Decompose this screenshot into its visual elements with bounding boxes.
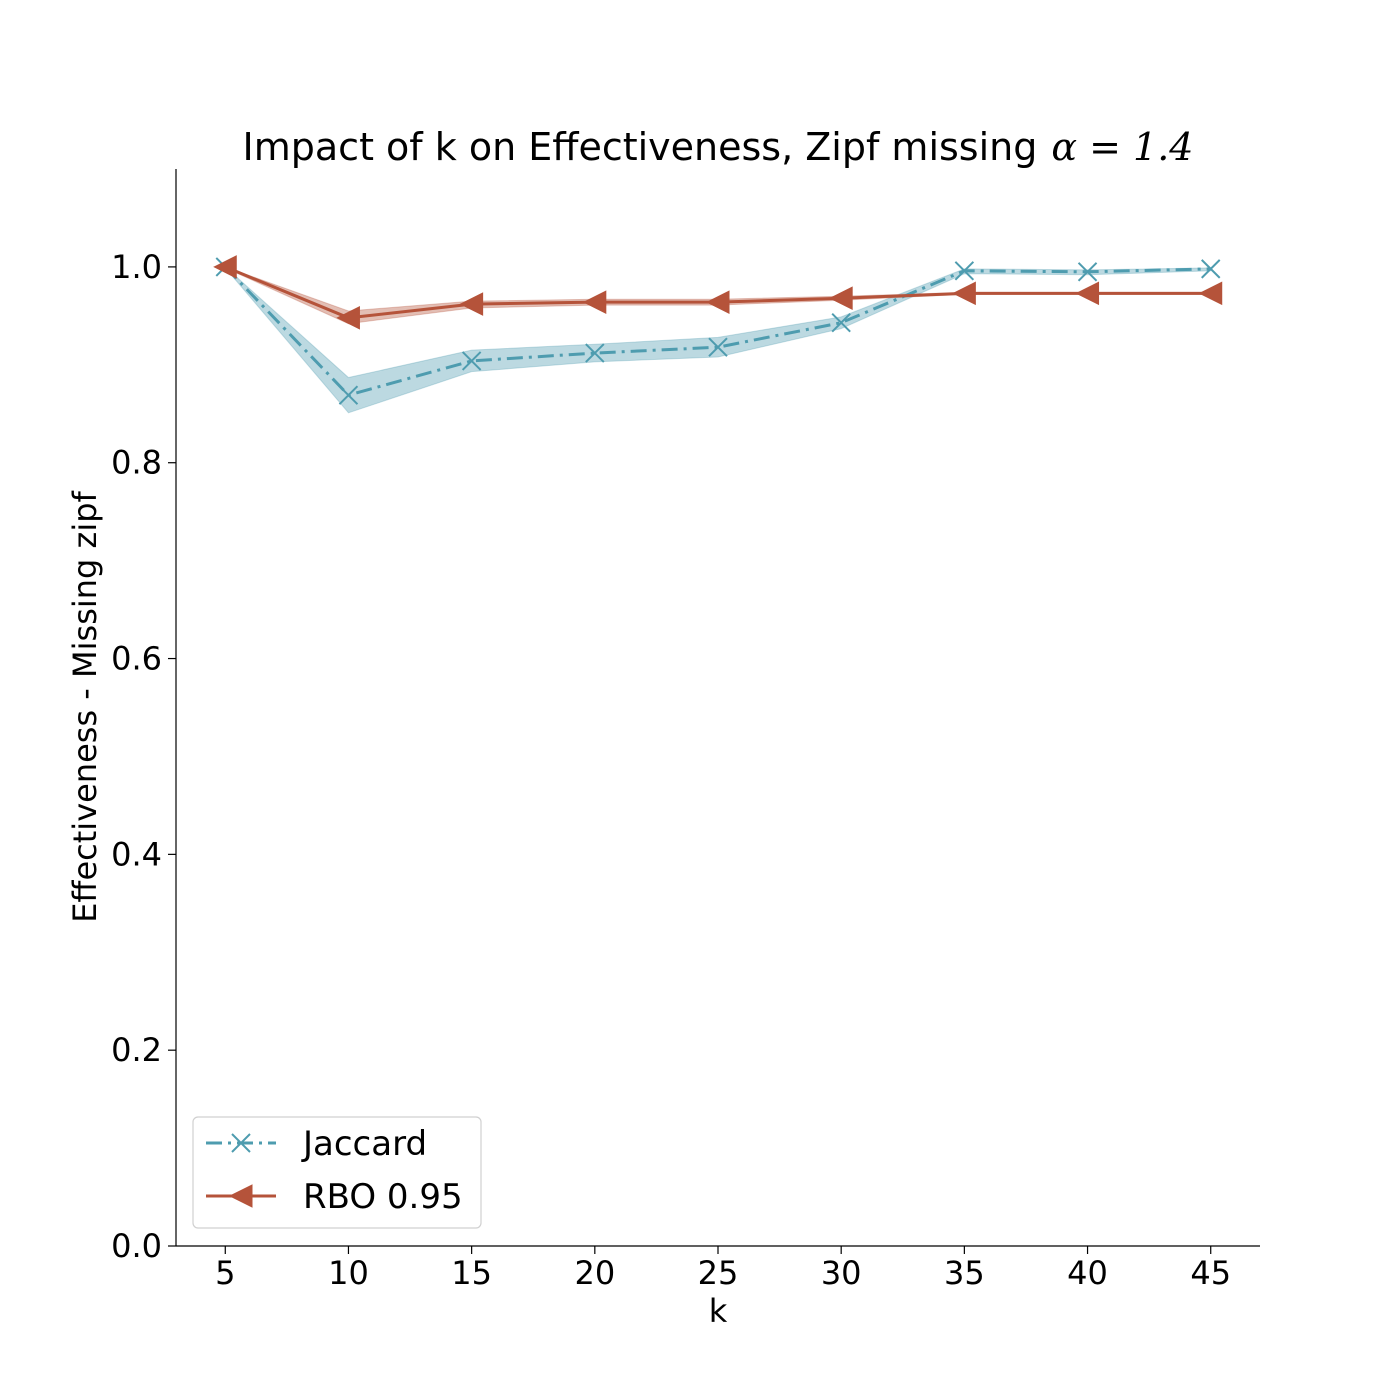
chart-title-math: α = 1.4: [1051, 125, 1193, 169]
chart-title: Impact of k on Effectiveness, Zipf missi…: [243, 125, 1194, 169]
y-axis-label: Effectiveness - Missing zipf: [66, 490, 104, 922]
y-tick-label: 1.0: [111, 248, 162, 286]
x-axis-ticks: 5 10 15 20 25 30 35 40 45: [215, 1246, 1231, 1292]
chart-title-text: Impact of k on Effectiveness, Zipf missi…: [243, 125, 1038, 169]
rbo-0-95-point: [1075, 281, 1100, 306]
jaccard-point: [1077, 262, 1098, 282]
x-tick-label: 20: [574, 1254, 615, 1292]
jaccard-point: [585, 343, 605, 363]
x-tick-label: 45: [1190, 1254, 1231, 1292]
rbo-0-95-point: [213, 255, 237, 279]
y-tick-label: 0.2: [111, 1031, 162, 1069]
jaccard-point: [831, 313, 851, 333]
jaccard-line: [224, 265, 1211, 397]
y-tick-label: 0.6: [111, 640, 162, 678]
legend-rbo-0-95-label: RBO 0.95: [303, 1177, 463, 1217]
rbo-0-95-point: [459, 292, 484, 316]
rbo-0-95-point: [336, 306, 360, 330]
x-tick-label: 35: [944, 1254, 985, 1292]
x-tick-label: 5: [215, 1254, 235, 1292]
jaccard-point: [338, 385, 359, 405]
confidence-bands: [224, 265, 1212, 414]
jaccard-point: [954, 261, 975, 281]
legend-rbo-0-95-marker: [228, 1184, 253, 1208]
rbo-0-95-point: [829, 286, 853, 311]
y-tick-label: 0.0: [111, 1227, 162, 1265]
x-tick-label: 25: [698, 1254, 739, 1292]
x-tick-label: 40: [1067, 1254, 1108, 1292]
legend-jaccard-marker: [231, 1133, 251, 1153]
x-tick-label: 30: [821, 1254, 862, 1292]
y-axis-ticks: 0.0 0.2 0.4 0.6 0.8 1.0: [111, 248, 176, 1265]
rbo-0-95-point: [582, 290, 607, 314]
y-tick-label: 0.8: [111, 444, 162, 482]
jaccard-point: [1201, 259, 1221, 279]
rbo-0-95-point: [1198, 281, 1223, 306]
legend-jaccard-label: Jaccard: [301, 1124, 427, 1164]
legend: Jaccard RBO 0.95: [192, 1116, 482, 1229]
rbo-0-95-point: [705, 290, 730, 314]
x-tick-label: 15: [451, 1254, 492, 1292]
series-markers: [213, 255, 1223, 405]
rbo-0-95-point: [952, 281, 976, 306]
y-tick-label: 0.4: [111, 835, 162, 873]
x-axis-label: k: [709, 1292, 728, 1330]
jaccard-band: [224, 265, 1212, 414]
jaccard-point: [708, 337, 728, 357]
jaccard-point: [461, 351, 482, 371]
x-tick-label: 10: [328, 1254, 369, 1292]
legend-frame: [192, 1116, 482, 1229]
